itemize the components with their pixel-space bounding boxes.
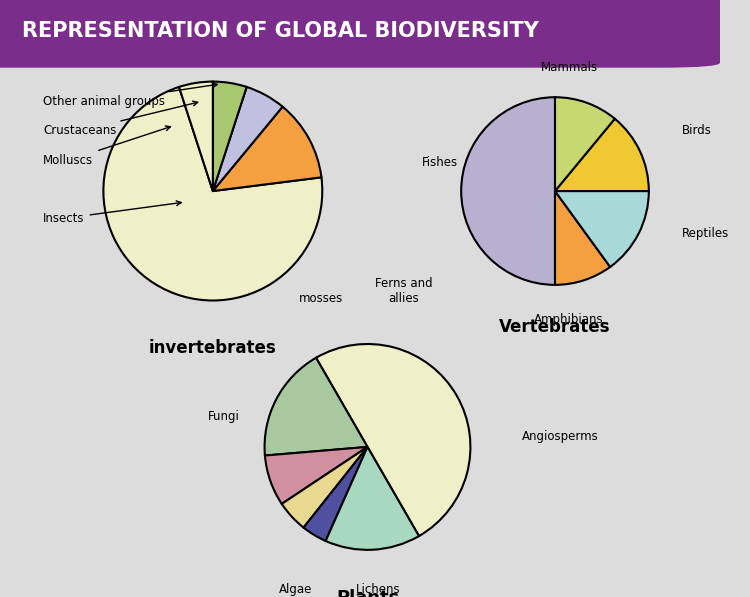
Wedge shape — [555, 191, 649, 267]
Text: Amphibians: Amphibians — [534, 313, 604, 326]
Text: Vertebrates: Vertebrates — [500, 318, 610, 336]
Text: Insects: Insects — [44, 201, 182, 225]
Text: Ferns and
allies: Ferns and allies — [375, 277, 432, 305]
Text: REPRESENTATION OF GLOBAL BIODIVERSITY: REPRESENTATION OF GLOBAL BIODIVERSITY — [22, 21, 539, 41]
Wedge shape — [304, 447, 368, 541]
Text: Birds: Birds — [682, 124, 712, 137]
Text: Fishes: Fishes — [422, 156, 458, 170]
Text: Molluscs: Molluscs — [44, 126, 170, 167]
Wedge shape — [555, 119, 649, 191]
Text: Fungi: Fungi — [208, 410, 240, 423]
Wedge shape — [104, 87, 322, 300]
Text: invertebrates: invertebrates — [149, 339, 277, 357]
Text: Angiosperms: Angiosperms — [522, 430, 599, 443]
Text: Reptiles: Reptiles — [682, 227, 729, 240]
Text: Lichens: Lichens — [356, 583, 400, 596]
Text: Mammals: Mammals — [541, 61, 598, 74]
Wedge shape — [179, 82, 213, 191]
Wedge shape — [555, 191, 610, 285]
Wedge shape — [555, 97, 615, 191]
Text: Crustaceans: Crustaceans — [44, 101, 198, 137]
Wedge shape — [326, 447, 419, 550]
FancyBboxPatch shape — [0, 0, 720, 67]
Text: Plants: Plants — [336, 589, 399, 597]
Wedge shape — [265, 447, 368, 504]
Wedge shape — [282, 447, 368, 528]
Wedge shape — [265, 358, 368, 456]
Text: mosses: mosses — [299, 292, 344, 305]
Wedge shape — [461, 97, 555, 285]
Wedge shape — [316, 344, 470, 536]
Wedge shape — [213, 82, 247, 191]
Bar — [0, 0, 660, 63]
Text: Other animal groups: Other animal groups — [44, 83, 218, 108]
Wedge shape — [213, 107, 322, 191]
Text: Algae: Algae — [279, 583, 312, 596]
Wedge shape — [213, 87, 283, 191]
